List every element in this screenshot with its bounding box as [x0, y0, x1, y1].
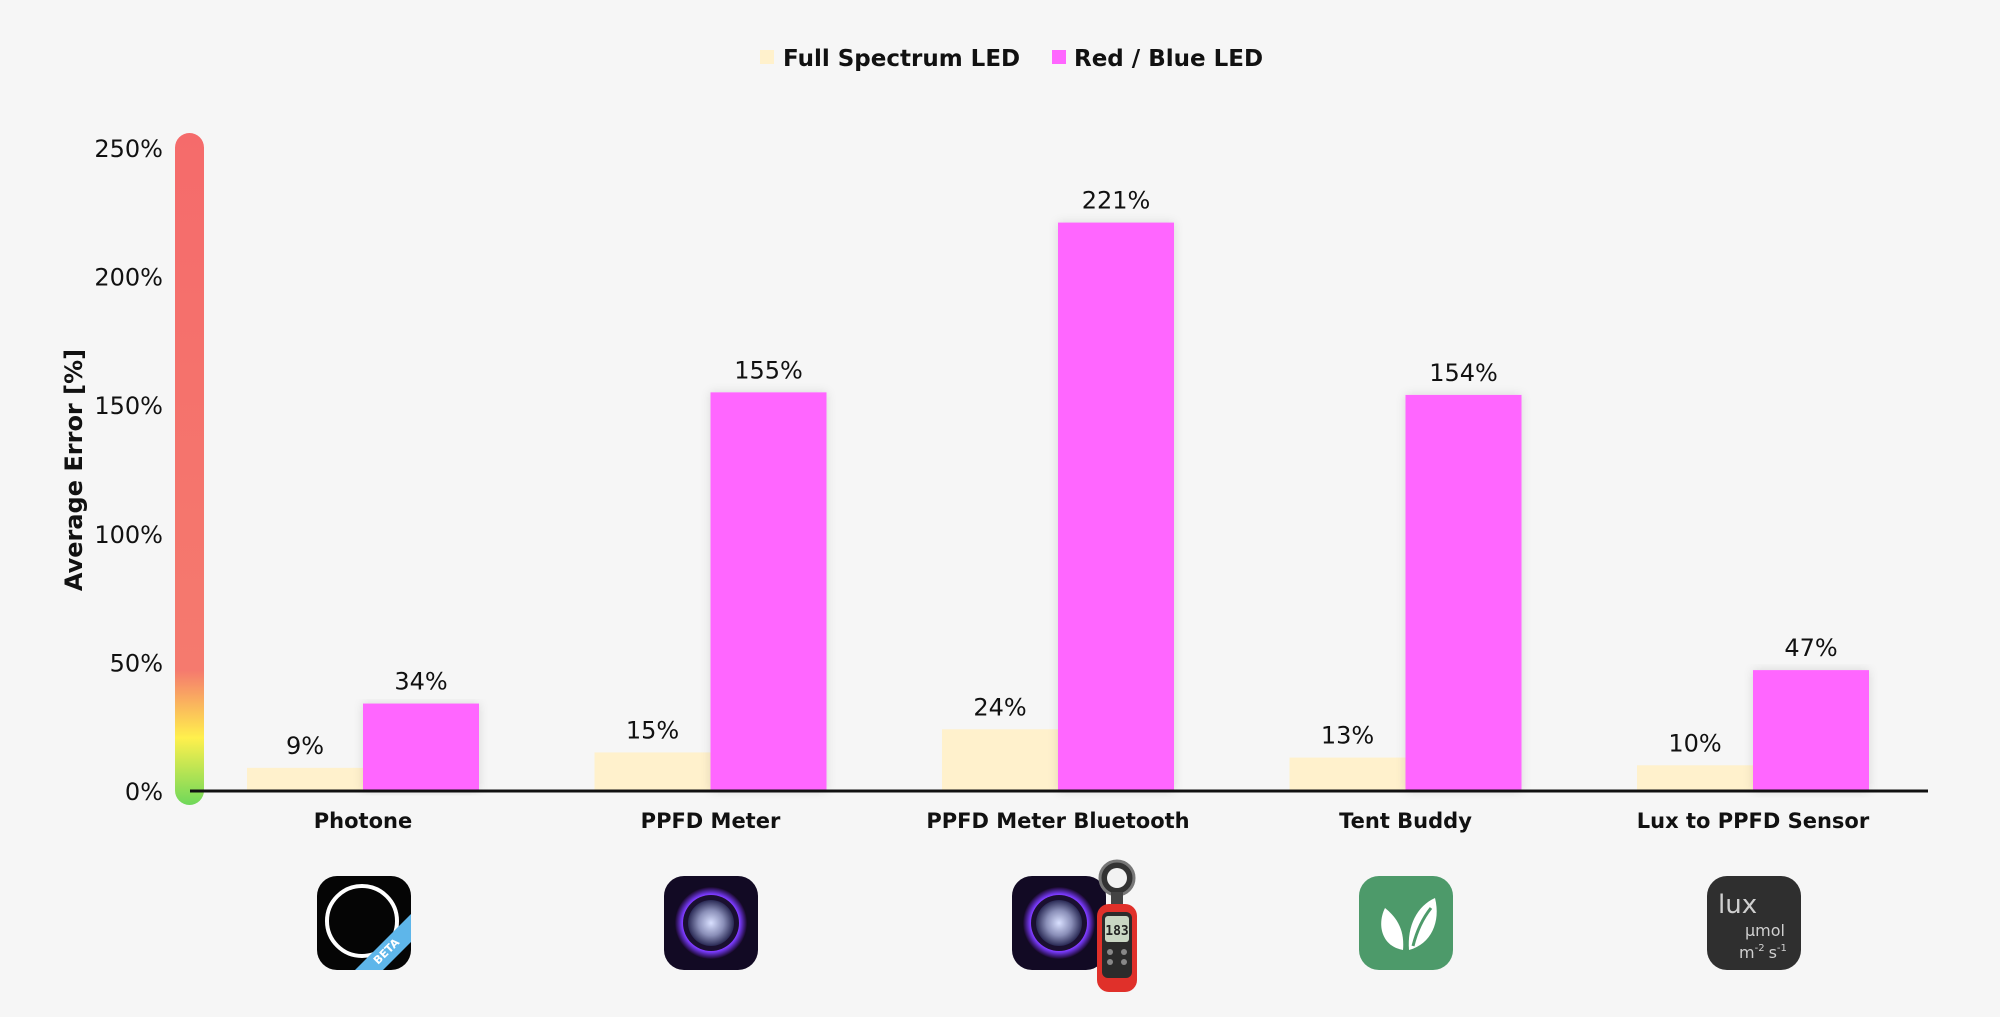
umol-text: µmol	[1745, 921, 1785, 940]
bars	[247, 222, 1869, 791]
bar-red-blue-led-ppfd-meter-bluetooth	[1058, 222, 1174, 791]
category-label-tent-buddy: Tent Buddy	[1339, 809, 1472, 833]
bar-full-spectrum-led-tent-buddy	[1289, 757, 1406, 791]
y-tick-label-250: 250%	[94, 135, 163, 163]
legend-swatch-full-spectrum	[760, 50, 774, 64]
value-label-red-blue-led-tent-buddy: 154%	[1429, 359, 1498, 387]
legend-swatch-red-blue	[1052, 50, 1066, 64]
y-tick-label-200: 200%	[94, 264, 163, 292]
tent-buddy-app-icon	[1359, 876, 1453, 970]
bar-red-blue-led-lux-to-ppfd-sensor	[1753, 670, 1869, 791]
lux-to-ppfd-app-icon: lux µmol m-2 s-1	[1707, 876, 1801, 970]
value-label-full-spectrum-led-ppfd-meter: 15%	[626, 716, 679, 744]
lux-text: lux	[1718, 890, 1757, 920]
bar-red-blue-led-photone	[363, 703, 479, 791]
category-label-ppfd-meter-bluetooth: PPFD Meter Bluetooth	[926, 809, 1189, 833]
y-tick-label-0: 0%	[125, 778, 163, 806]
value-label-full-spectrum-led-lux-to-ppfd-sensor: 10%	[1668, 729, 1721, 757]
value-label-full-spectrum-led-tent-buddy: 13%	[1321, 722, 1374, 750]
bar-full-spectrum-led-lux-to-ppfd-sensor	[1637, 765, 1753, 791]
photone-app-icon: BETA	[317, 876, 411, 970]
value-label-red-blue-led-lux-to-ppfd-sensor: 47%	[1784, 634, 1837, 662]
legend-label-red-blue: Red / Blue LED	[1074, 46, 1263, 72]
value-label-red-blue-led-ppfd-meter-bluetooth: 221%	[1082, 187, 1151, 215]
legend: Full Spectrum LED Red / Blue LED	[760, 46, 1263, 72]
error-scale-bar	[175, 133, 204, 805]
y-axis-ticks: 0% 50% 100% 150% 200% 250%	[94, 135, 163, 806]
category-label-ppfd-meter: PPFD Meter	[641, 809, 781, 833]
app-icons: BETA 183	[317, 859, 1801, 992]
value-label-red-blue-led-ppfd-meter: 155%	[734, 356, 803, 384]
y-axis-title: Average Error [%]	[60, 349, 88, 591]
y-tick-label-50: 50%	[110, 649, 163, 677]
value-label-red-blue-led-photone: 34%	[394, 668, 447, 696]
y-tick-label-100: 100%	[94, 521, 163, 549]
category-labels: Photone PPFD Meter PPFD Meter Bluetooth Ten…	[314, 809, 1870, 833]
legend-label-full-spectrum: Full Spectrum LED	[783, 46, 1020, 72]
bar-full-spectrum-led-photone	[247, 767, 363, 791]
leaf-icon	[1381, 898, 1437, 950]
light-meter-readout: 183	[1105, 924, 1128, 939]
bar-red-blue-led-tent-buddy	[1405, 394, 1522, 791]
bar-full-spectrum-led-ppfd-meter-bluetooth	[942, 729, 1058, 791]
value-label-full-spectrum-led-photone: 9%	[286, 732, 324, 760]
category-label-lux-to-ppfd-sensor: Lux to PPFD Sensor	[1637, 809, 1870, 833]
ppfd-meter-app-icon	[664, 876, 758, 970]
value-label-full-spectrum-led-ppfd-meter-bluetooth: 24%	[973, 693, 1026, 721]
y-tick-label-150: 150%	[94, 392, 163, 420]
bar-full-spectrum-led-ppfd-meter	[594, 752, 711, 791]
bar-red-blue-led-ppfd-meter	[710, 392, 827, 791]
category-label-photone: Photone	[314, 809, 412, 833]
value-labels: 9% 34% 15% 155% 24% 221% 13% 154% 10% 47%	[286, 187, 1838, 760]
unit-text: m-2 s-1	[1739, 943, 1787, 962]
ppfd-meter-bluetooth-app-icon: 183	[1012, 859, 1137, 992]
light-meter-device-icon: 183	[1097, 859, 1137, 992]
